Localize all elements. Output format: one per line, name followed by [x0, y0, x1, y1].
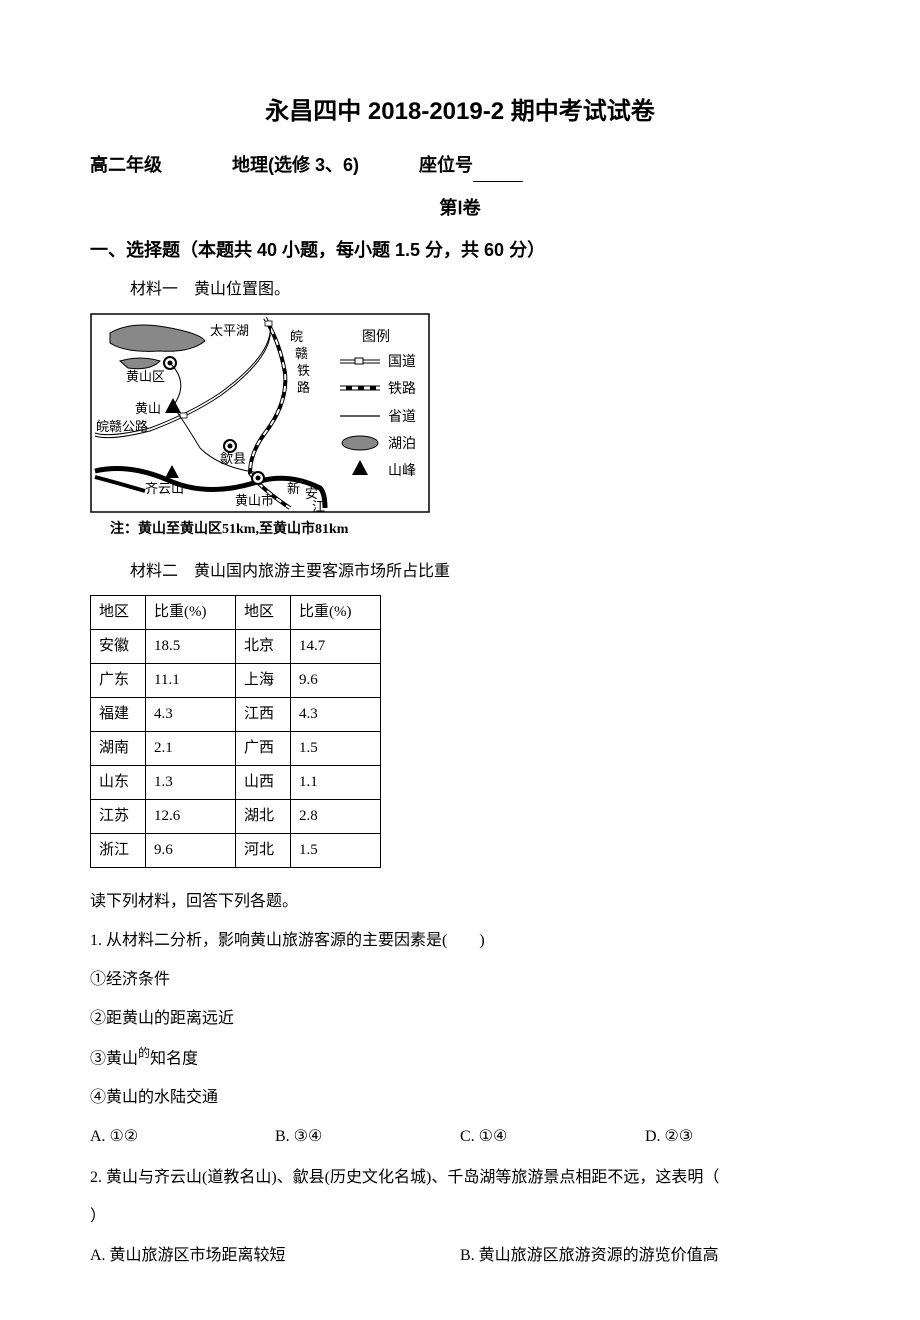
grade-label: 高二年级 [90, 149, 162, 181]
label-xixian: 歙县 [220, 451, 246, 466]
table-row: 安徽18.5北京14.7 [91, 630, 381, 664]
q1-options: A. ①② B. ③④ C. ①④ D. ②③ [90, 1123, 830, 1152]
th-ratio-2: 比重(%) [291, 596, 381, 630]
q2-option-b: B. 黄山旅游区旅游资源的游览价值高 [460, 1242, 830, 1271]
q1-item-2: ②距黄山的距离远近 [90, 1005, 830, 1034]
table-row: 福建4.3江西4.3 [91, 698, 381, 732]
map-figure: 太平湖 黄山区 皖 赣 铁 路 皖赣公路 黄山 齐云山 歙县 [90, 313, 830, 513]
svg-text:铁路: 铁路 [388, 381, 416, 397]
table-cell: 18.5 [146, 630, 236, 664]
label-wangan: 皖赣公路 [96, 419, 148, 434]
q1-option-a: A. ①② [90, 1123, 275, 1152]
q1-option-b: B. ③④ [275, 1123, 460, 1152]
q1-option-c: C. ①④ [460, 1123, 645, 1152]
q1-item-3-prefix: ③黄山 [90, 1051, 138, 1068]
table-cell: 2.1 [146, 732, 236, 766]
q2-stem-1: 2. 黄山与齐云山(道教名山)、歙县(历史文化名城)、千岛湖等旅游景点相距不远，… [90, 1164, 830, 1193]
seat-label-text: 座位号 [419, 155, 473, 175]
svg-text:江: 江 [312, 499, 325, 513]
q1-item-3-de: 的 [138, 1046, 150, 1060]
tourist-source-table: 地区 比重(%) 地区 比重(%) 安徽18.5北京14.7广东11.1上海9.… [90, 595, 381, 868]
svg-text:赣: 赣 [295, 346, 308, 361]
table-cell: 北京 [236, 630, 291, 664]
material-2-label: 材料二 黄山国内旅游主要客源市场所占比重 [130, 558, 830, 587]
table-cell: 1.5 [291, 732, 381, 766]
svg-text:省道: 省道 [388, 409, 416, 425]
table-row: 广东11.1上海9.6 [91, 664, 381, 698]
table-cell: 湖南 [91, 732, 146, 766]
q1-option-d: D. ②③ [645, 1123, 830, 1152]
table-cell: 1.3 [146, 766, 236, 800]
label-taipinghu: 太平湖 [210, 323, 249, 338]
huangshan-map-svg: 太平湖 黄山区 皖 赣 铁 路 皖赣公路 黄山 齐云山 歙县 [90, 313, 430, 513]
table-row: 浙江9.6河北1.5 [91, 834, 381, 868]
label-huangshan: 黄山 [135, 401, 161, 416]
th-region-2: 地区 [236, 596, 291, 630]
table-cell: 浙江 [91, 834, 146, 868]
table-cell: 14.7 [291, 630, 381, 664]
table-cell: 4.3 [291, 698, 381, 732]
q1-item-4: ④黄山的水陆交通 [90, 1084, 830, 1113]
subject-label: 地理(选修 3、6) [232, 149, 359, 181]
table-row: 山东1.3山西1.1 [91, 766, 381, 800]
table-cell: 江苏 [91, 800, 146, 834]
exam-subtitle: 高二年级 地理(选修 3、6) 座位号 [90, 149, 830, 181]
table-cell: 福建 [91, 698, 146, 732]
svg-text:皖: 皖 [290, 329, 303, 344]
table-cell: 江西 [236, 698, 291, 732]
seat-blank-line [473, 181, 523, 182]
table-cell: 1.1 [291, 766, 381, 800]
table-cell: 广东 [91, 664, 146, 698]
table-cell: 11.1 [146, 664, 236, 698]
svg-text:新: 新 [287, 481, 300, 496]
table-row: 江苏12.6湖北2.8 [91, 800, 381, 834]
table-cell: 1.5 [291, 834, 381, 868]
table-cell: 12.6 [146, 800, 236, 834]
material-1-label: 材料一 黄山位置图。 [130, 276, 830, 305]
table-cell: 2.8 [291, 800, 381, 834]
q1-item-3: ③黄山的知名度 [90, 1043, 830, 1074]
q1-item-1: ①经济条件 [90, 966, 830, 995]
section-heading: 一、选择题（本题共 40 小题，每小题 1.5 分，共 60 分） [90, 234, 830, 266]
table-cell: 广西 [236, 732, 291, 766]
table-header-row: 地区 比重(%) 地区 比重(%) [91, 596, 381, 630]
table-cell: 9.6 [146, 834, 236, 868]
table-cell: 湖北 [236, 800, 291, 834]
svg-text:山峰: 山峰 [388, 463, 416, 479]
intro-line: 读下列材料，回答下列各题。 [90, 888, 830, 917]
svg-text:湖泊: 湖泊 [388, 436, 416, 452]
q2-option-a: A. 黄山旅游区市场距离较短 [90, 1242, 460, 1271]
label-huangshanshi: 黄山市 [235, 493, 274, 508]
table-cell: 9.6 [291, 664, 381, 698]
seat-number-label: 座位号 [419, 149, 523, 181]
table-cell: 山东 [91, 766, 146, 800]
table-cell: 安徽 [91, 630, 146, 664]
map-caption: 注：黄山至黄山区51km,至黄山市81km [110, 517, 830, 542]
q2-options-row1: A. 黄山旅游区市场距离较短 B. 黄山旅游区旅游资源的游览价值高 [90, 1242, 830, 1271]
svg-text:铁: 铁 [297, 363, 310, 378]
q2-stem-2: ） [90, 1203, 830, 1232]
th-region-1: 地区 [91, 596, 146, 630]
q1-item-3-suffix: 知名度 [150, 1051, 198, 1068]
label-huangshanqu: 黄山区 [126, 369, 165, 384]
table-cell: 山西 [236, 766, 291, 800]
svg-text:国道: 国道 [388, 354, 416, 370]
q1-stem: 1. 从材料二分析，影响黄山旅游客源的主要因素是( ) [90, 927, 830, 956]
exam-title: 永昌四中 2018-2019-2 期中考试试卷 [90, 90, 830, 133]
table-row: 湖南2.1广西1.5 [91, 732, 381, 766]
th-ratio-1: 比重(%) [146, 596, 236, 630]
volume-label: 第Ⅰ卷 [90, 192, 830, 224]
table-cell: 河北 [236, 834, 291, 868]
legend-title: 图例 [362, 329, 390, 345]
svg-text:路: 路 [297, 380, 310, 395]
table-cell: 4.3 [146, 698, 236, 732]
table-cell: 上海 [236, 664, 291, 698]
